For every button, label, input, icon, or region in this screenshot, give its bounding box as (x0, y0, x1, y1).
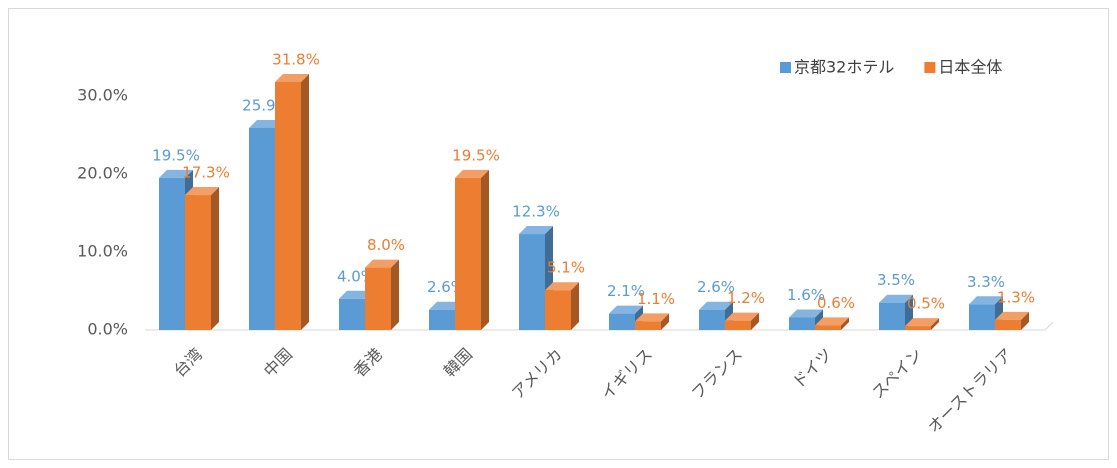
value-label: 19.5% (452, 146, 500, 164)
bar-side (751, 312, 759, 330)
bar (725, 312, 759, 330)
y-tick-label: 10.0% (77, 242, 128, 261)
bar-top (815, 317, 849, 326)
bar-front (455, 177, 481, 330)
bar-front (249, 127, 275, 330)
bar (455, 169, 489, 330)
bar (969, 296, 1003, 330)
value-label: 12.3% (512, 203, 560, 221)
y-tick-label: 0.0% (87, 320, 128, 339)
bar-side (481, 169, 489, 330)
bar-top (249, 119, 283, 128)
value-label: 3.5% (877, 271, 915, 289)
value-label: 1.1% (637, 290, 675, 308)
bar-top (725, 312, 759, 321)
bar-front (905, 326, 931, 330)
bar-front (789, 317, 815, 330)
bar (185, 187, 219, 330)
bar-front (275, 81, 301, 331)
bar (635, 313, 669, 330)
bar-front (879, 302, 905, 330)
bar-front (609, 313, 635, 330)
bar (275, 73, 309, 331)
bar-side (571, 282, 579, 330)
value-label: 8.0% (367, 236, 405, 254)
bar-front (699, 309, 725, 330)
value-label: 1.2% (727, 289, 765, 307)
value-label: 31.8% (272, 50, 320, 68)
value-label: 0.5% (907, 295, 945, 313)
bar-side (301, 73, 309, 331)
bar-top (185, 187, 219, 196)
bar (995, 311, 1029, 330)
bar-top (635, 313, 669, 322)
bar (815, 317, 849, 330)
bar-front (185, 195, 211, 330)
bar-front (635, 321, 661, 330)
bar (545, 282, 579, 330)
legend-swatch (780, 62, 791, 73)
value-label: 1.3% (997, 288, 1035, 306)
bar-top (789, 309, 823, 318)
value-label: 17.3% (182, 164, 230, 182)
bar-front (725, 320, 751, 330)
value-label: 19.5% (152, 146, 200, 164)
bar-top (699, 301, 733, 310)
value-label: 5.1% (547, 259, 585, 277)
bar-top (519, 226, 553, 235)
value-label: 2.6% (697, 278, 735, 296)
legend-swatch (924, 62, 936, 73)
bar (365, 259, 399, 330)
bar-front (995, 319, 1021, 330)
value-label: 0.6% (817, 294, 855, 312)
value-label: 1.6% (787, 286, 825, 304)
bar-top (455, 169, 489, 178)
bar-front (365, 267, 391, 330)
legend-label: 京都32ホテル (794, 58, 894, 77)
y-tick-label: 30.0% (77, 86, 128, 105)
bar-top (429, 301, 463, 310)
bar-side (391, 259, 399, 330)
bar-side (1021, 311, 1029, 330)
value-label: 3.3% (967, 273, 1005, 291)
bar-top (339, 290, 373, 299)
bar-front (519, 234, 545, 330)
bar-top (969, 296, 1003, 305)
bar-top (545, 282, 579, 291)
bar-top (159, 169, 193, 178)
bar-top (275, 73, 309, 82)
bar-top (905, 318, 939, 327)
bar-side (931, 318, 939, 330)
value-label: 2.1% (607, 282, 645, 300)
bar-front (339, 298, 365, 330)
bar (789, 309, 823, 330)
bar-front (815, 325, 841, 330)
bar-front (545, 290, 571, 330)
legend-label: 日本全体 (938, 58, 1002, 77)
y-tick-label: 20.0% (77, 164, 128, 183)
bar-side (211, 187, 219, 330)
bar (905, 318, 939, 330)
bar-front (429, 309, 455, 330)
bar-top (879, 294, 913, 303)
bar-side (841, 317, 849, 330)
bar-front (159, 177, 185, 330)
bar-top (365, 259, 399, 268)
bar-side (661, 313, 669, 330)
bar-top (995, 311, 1029, 320)
bar-top (609, 305, 643, 314)
bar-front (969, 304, 995, 330)
